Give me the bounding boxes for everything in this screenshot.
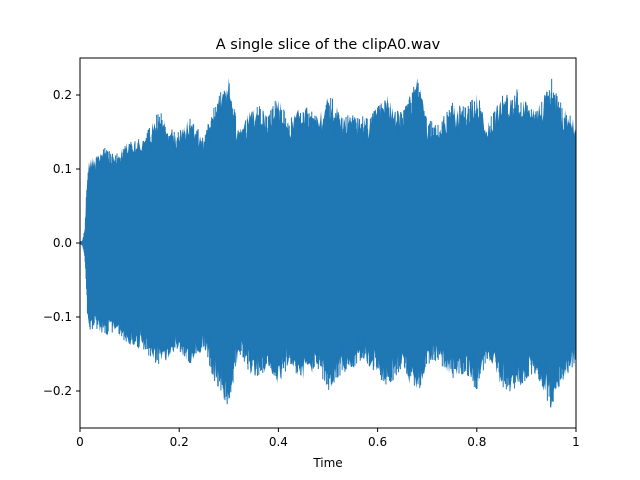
axes: 0 0.2 0.4 0.6 0.8 1 −0.2 −0.1 0.0 0.1 0.2 xyxy=(43,57,580,449)
y-tick-label: −0.1 xyxy=(43,310,72,324)
x-tick-label: 0.6 xyxy=(368,435,387,449)
y-tick-label: 0.2 xyxy=(53,88,72,102)
x-tick-label: 0.4 xyxy=(269,435,288,449)
plot-area xyxy=(80,77,576,409)
waveform-series xyxy=(80,77,576,409)
y-tick-label: 0.0 xyxy=(53,236,72,250)
y-tick-label: 0.1 xyxy=(53,162,72,176)
chart-title: A single slice of the clipA0.wav xyxy=(216,37,441,53)
x-axis-label: Time xyxy=(312,456,342,470)
x-tick-label: 0 xyxy=(76,435,84,449)
y-tick-label: −0.2 xyxy=(43,384,72,398)
x-tick-label: 0.2 xyxy=(170,435,189,449)
waveform-line xyxy=(80,78,576,408)
x-tick-label: 1 xyxy=(572,435,580,449)
x-tick-label: 0.8 xyxy=(467,435,486,449)
